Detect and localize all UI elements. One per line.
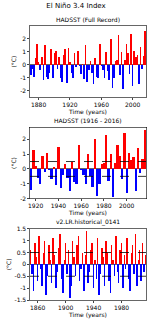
svg-text:1: 1 xyxy=(22,48,26,55)
svg-text:1.5: 1.5 xyxy=(17,225,27,232)
svg-text:0: 0 xyxy=(22,260,26,267)
svg-text:(°C): (°C) xyxy=(5,258,12,270)
svg-text:1940: 1940 xyxy=(86,304,101,311)
svg-text:HADSST (Full Record): HADSST (Full Record) xyxy=(56,16,120,23)
svg-text:-1: -1 xyxy=(20,180,26,187)
svg-text:-2: -2 xyxy=(20,195,26,202)
svg-text:Time (years): Time (years) xyxy=(68,108,107,116)
svg-text:1980: 1980 xyxy=(114,304,129,311)
svg-text:1920: 1920 xyxy=(62,101,77,108)
svg-text:-2: -2 xyxy=(20,87,26,94)
svg-text:0: 0 xyxy=(22,61,26,68)
svg-text:1980: 1980 xyxy=(96,202,111,209)
svg-text:Time (years): Time (years) xyxy=(68,311,107,319)
svg-text:0.5: 0.5 xyxy=(17,249,27,256)
svg-text:1880: 1880 xyxy=(31,101,46,108)
svg-text:1: 1 xyxy=(22,237,26,244)
svg-text:1920: 1920 xyxy=(28,202,43,209)
svg-text:1: 1 xyxy=(22,150,26,157)
svg-text:1960: 1960 xyxy=(74,202,89,209)
svg-text:1860: 1860 xyxy=(30,304,45,311)
svg-text:HADSST (1916 - 2016): HADSST (1916 - 2016) xyxy=(54,117,122,124)
svg-text:0: 0 xyxy=(22,165,26,172)
svg-text:(°C): (°C) xyxy=(10,56,17,68)
svg-text:2000: 2000 xyxy=(119,202,134,209)
svg-text:v2.LR.historical_0141: v2.LR.historical_0141 xyxy=(56,218,120,226)
svg-text:2: 2 xyxy=(22,135,26,142)
svg-text:2: 2 xyxy=(22,35,26,42)
svg-text:Time (years): Time (years) xyxy=(68,209,107,217)
svg-text:-1.5: -1.5 xyxy=(14,296,26,303)
svg-text:-1: -1 xyxy=(20,284,26,291)
svg-text:-1: -1 xyxy=(20,74,26,81)
svg-text:(°C): (°C) xyxy=(10,157,17,169)
svg-text:1940: 1940 xyxy=(51,202,66,209)
svg-text:2000: 2000 xyxy=(125,101,140,108)
svg-text:1900: 1900 xyxy=(58,304,73,311)
svg-text:1960: 1960 xyxy=(94,101,109,108)
svg-text:El Niño 3.4 Index: El Niño 3.4 Index xyxy=(46,2,105,10)
svg-text:-0.5: -0.5 xyxy=(14,272,26,279)
